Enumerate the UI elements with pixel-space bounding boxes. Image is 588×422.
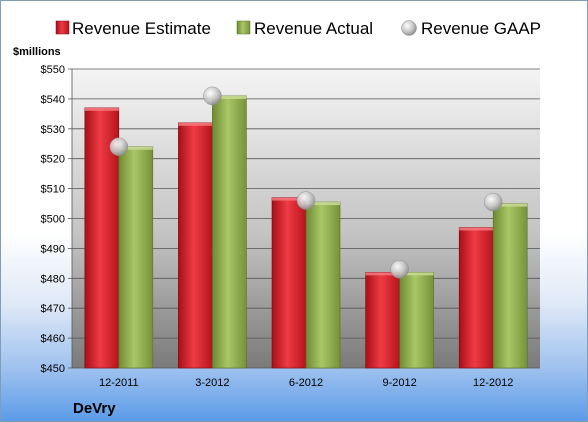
legend-label-gaap: Revenue GAAP xyxy=(421,19,541,38)
bar-revenue-estimate-group xyxy=(178,122,213,369)
legend-marker-gaap xyxy=(401,20,417,36)
bar-revenue-estimate xyxy=(271,197,307,369)
y-tick-label: $480 xyxy=(41,273,65,285)
y-tick-label: $520 xyxy=(41,154,65,166)
bar-revenue-actual-group xyxy=(492,203,528,369)
legend-swatch-estimate xyxy=(55,20,70,35)
y-tick-label: $470 xyxy=(41,303,65,315)
legend-swatch-actual xyxy=(236,20,251,35)
x-tick-label: 6-2012 xyxy=(289,377,323,389)
y-tick-label: $530 xyxy=(41,124,65,136)
legend-item-gaap: Revenue GAAP xyxy=(401,19,541,38)
gaap-markers xyxy=(109,86,503,279)
x-tick-label: 12-2012 xyxy=(473,377,513,389)
bar-revenue-estimate-top-highlight xyxy=(272,197,306,201)
y-tick-label: $490 xyxy=(41,243,65,255)
legend-item-actual: Revenue Actual xyxy=(236,19,373,38)
bar-revenue-estimate-group xyxy=(458,227,494,369)
bar-revenue-estimate xyxy=(365,272,400,369)
marker-revenue-gaap xyxy=(203,86,222,106)
y-axis-ticks: $450 $460 $470 $480 $490 $500 $510 $520 $530 $540… xyxy=(41,64,72,375)
legend: Revenue Estimate Revenue Actual Revenue … xyxy=(55,19,541,38)
y-tick-label: $450 xyxy=(41,363,65,375)
y-tick-label: $550 xyxy=(41,64,65,76)
marker-revenue-gaap xyxy=(296,191,316,210)
bar-revenue-estimate-group xyxy=(271,197,307,369)
bar-revenue-actual-group xyxy=(212,95,247,369)
bar-revenue-actual xyxy=(399,272,434,369)
bar-revenue-actual-top-highlight xyxy=(118,146,153,150)
bar-revenue-estimate-group xyxy=(365,272,400,369)
marker-revenue-gaap xyxy=(390,260,409,279)
bar-revenue-actual xyxy=(492,203,528,369)
legend-label-actual: Revenue Actual xyxy=(254,19,373,38)
bar-revenue-actual-top-highlight xyxy=(493,203,528,207)
bar-revenue-actual-top-highlight xyxy=(399,272,434,276)
bar-revenue-actual xyxy=(212,95,247,369)
bar-revenue-estimate xyxy=(178,122,213,369)
marker-revenue-gaap xyxy=(483,192,503,212)
bar-revenue-actual xyxy=(305,201,341,369)
bar-revenue-actual xyxy=(118,146,154,369)
y-axis-unit-label: $millions xyxy=(13,46,61,58)
legend-item-estimate: Revenue Estimate xyxy=(55,19,211,38)
x-tick-label: 12-2011 xyxy=(99,377,139,389)
legend-label-estimate: Revenue Estimate xyxy=(72,19,211,38)
bar-revenue-actual-group xyxy=(305,201,341,369)
bar-revenue-actual-top-highlight xyxy=(212,95,247,99)
y-tick-label: $510 xyxy=(41,184,65,196)
bar-revenue-actual-top-highlight xyxy=(306,202,340,206)
company-name: DeVry xyxy=(73,400,116,417)
x-tick-label: 3-2012 xyxy=(195,377,229,389)
marker-revenue-gaap xyxy=(109,137,129,156)
y-tick-label: $500 xyxy=(41,214,65,226)
bar-revenue-estimate-top-highlight xyxy=(365,272,400,276)
bars xyxy=(84,95,528,369)
bar-revenue-actual-group xyxy=(118,146,154,369)
bar-revenue-estimate-top-highlight xyxy=(84,107,119,111)
x-tick-label: 9-2012 xyxy=(382,377,416,389)
bar-revenue-actual-group xyxy=(399,272,434,369)
bar-revenue-estimate-top-highlight xyxy=(178,122,213,126)
y-tick-label: $460 xyxy=(41,333,65,345)
x-axis-ticks: 12-2011 3-2012 6-2012 9-2012 12-2012 xyxy=(99,377,513,389)
bar-revenue-estimate-top-highlight xyxy=(459,227,494,231)
bar-revenue-estimate xyxy=(458,227,494,369)
y-tick-label: $540 xyxy=(41,94,65,106)
